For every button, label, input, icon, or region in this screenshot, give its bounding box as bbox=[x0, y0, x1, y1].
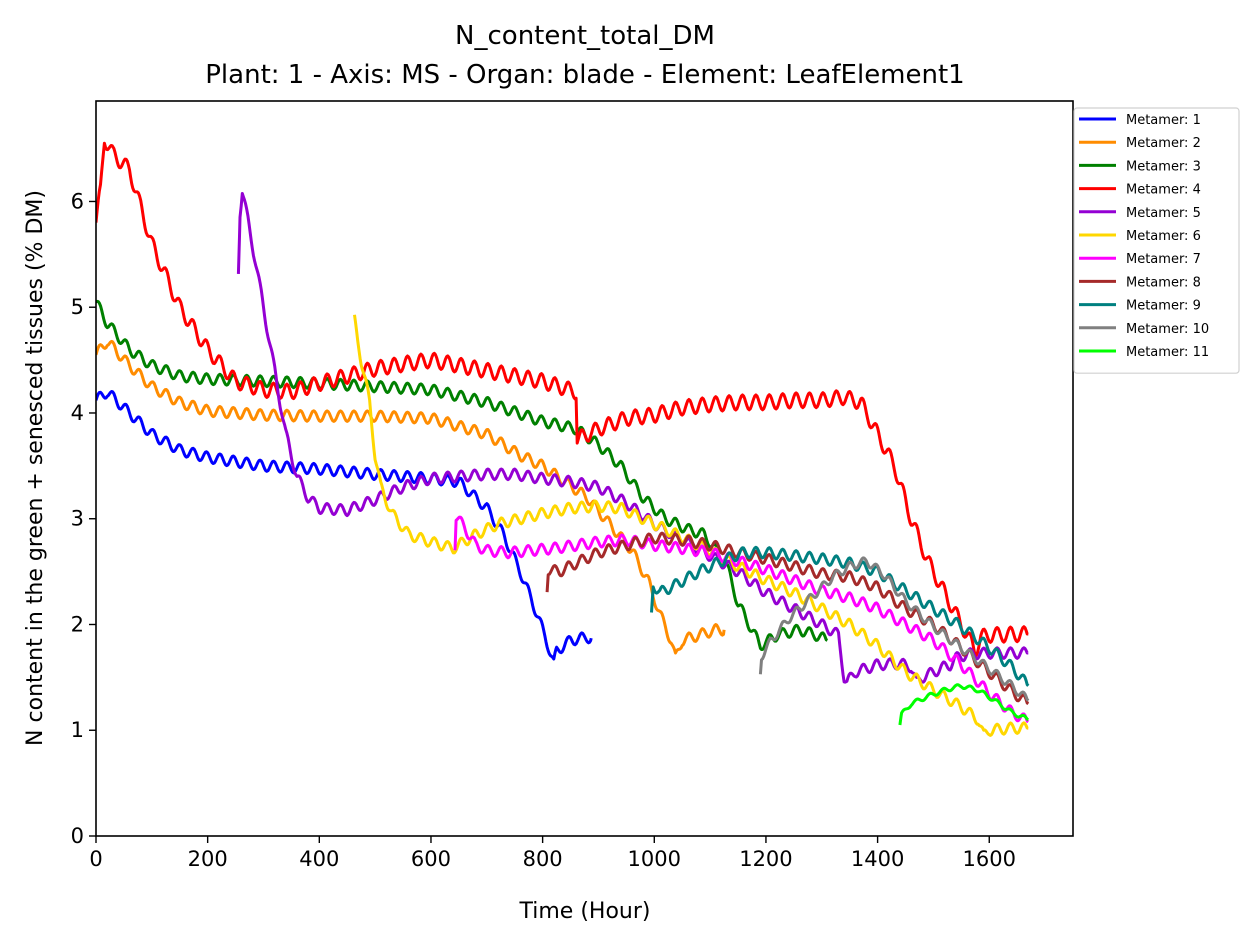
series-line-3 bbox=[96, 299, 829, 651]
axes: 0 200 400 600 800 1000 1200 1400 1600 0 1 2 3 4 5 6 bbox=[71, 100, 1074, 871]
x-tick-label: 200 bbox=[188, 847, 228, 871]
chart-subtitle: Plant: 1 - Axis: MS - Organ: blade - Ele… bbox=[205, 60, 964, 90]
legend-label: Metamer: 1 bbox=[1126, 113, 1201, 128]
x-axis-label: Time (Hour) bbox=[519, 899, 651, 924]
legend-label: Metamer: 3 bbox=[1126, 159, 1201, 174]
legend-label: Metamer: 9 bbox=[1126, 299, 1201, 314]
series-line-1 bbox=[96, 390, 593, 661]
legend: Metamer: 1 Metamer: 2 Metamer: 3 Metamer: 4… bbox=[1073, 107, 1240, 374]
y-tick-label: 3 bbox=[71, 507, 84, 531]
y-tick-label: 6 bbox=[71, 189, 84, 213]
legend-label: Metamer: 6 bbox=[1126, 229, 1201, 244]
x-tick-label: 1200 bbox=[739, 847, 792, 871]
y-tick-label: 1 bbox=[71, 718, 84, 742]
x-tick-label: 800 bbox=[523, 847, 563, 871]
plot-area bbox=[96, 141, 1030, 737]
y-tick-label: 5 bbox=[71, 295, 84, 319]
y-tick-label: 0 bbox=[71, 824, 84, 848]
x-tick-label: 400 bbox=[299, 847, 339, 871]
legend-box bbox=[1073, 107, 1240, 374]
legend-label: Metamer: 11 bbox=[1126, 345, 1209, 360]
legend-label: Metamer: 8 bbox=[1126, 275, 1201, 290]
legend-label: Metamer: 5 bbox=[1126, 206, 1201, 221]
series-line-10 bbox=[758, 556, 1030, 702]
legend-label: Metamer: 7 bbox=[1126, 252, 1201, 267]
y-tick-label: 2 bbox=[71, 612, 84, 636]
series-line-4 bbox=[96, 141, 1029, 658]
legend-label: Metamer: 2 bbox=[1126, 136, 1201, 151]
y-axis-label: N content in the green + senesced tissue… bbox=[23, 190, 48, 746]
legend-label: Metamer: 10 bbox=[1126, 322, 1209, 337]
series-line-9 bbox=[650, 545, 1030, 687]
series-line-11 bbox=[898, 683, 1029, 726]
chart-title: N_content_total_DM bbox=[455, 21, 715, 51]
legend-label: Metamer: 4 bbox=[1126, 183, 1201, 198]
x-tick-label: 1600 bbox=[963, 847, 1016, 871]
series-line-2 bbox=[96, 339, 726, 655]
y-tick-label: 4 bbox=[71, 401, 84, 425]
x-tick-label: 1400 bbox=[851, 847, 904, 871]
x-tick-label: 0 bbox=[89, 847, 102, 871]
series-line-7 bbox=[453, 515, 1030, 724]
x-tick-label: 1000 bbox=[628, 847, 681, 871]
plot-frame bbox=[95, 100, 1074, 837]
x-tick-label: 600 bbox=[411, 847, 451, 871]
